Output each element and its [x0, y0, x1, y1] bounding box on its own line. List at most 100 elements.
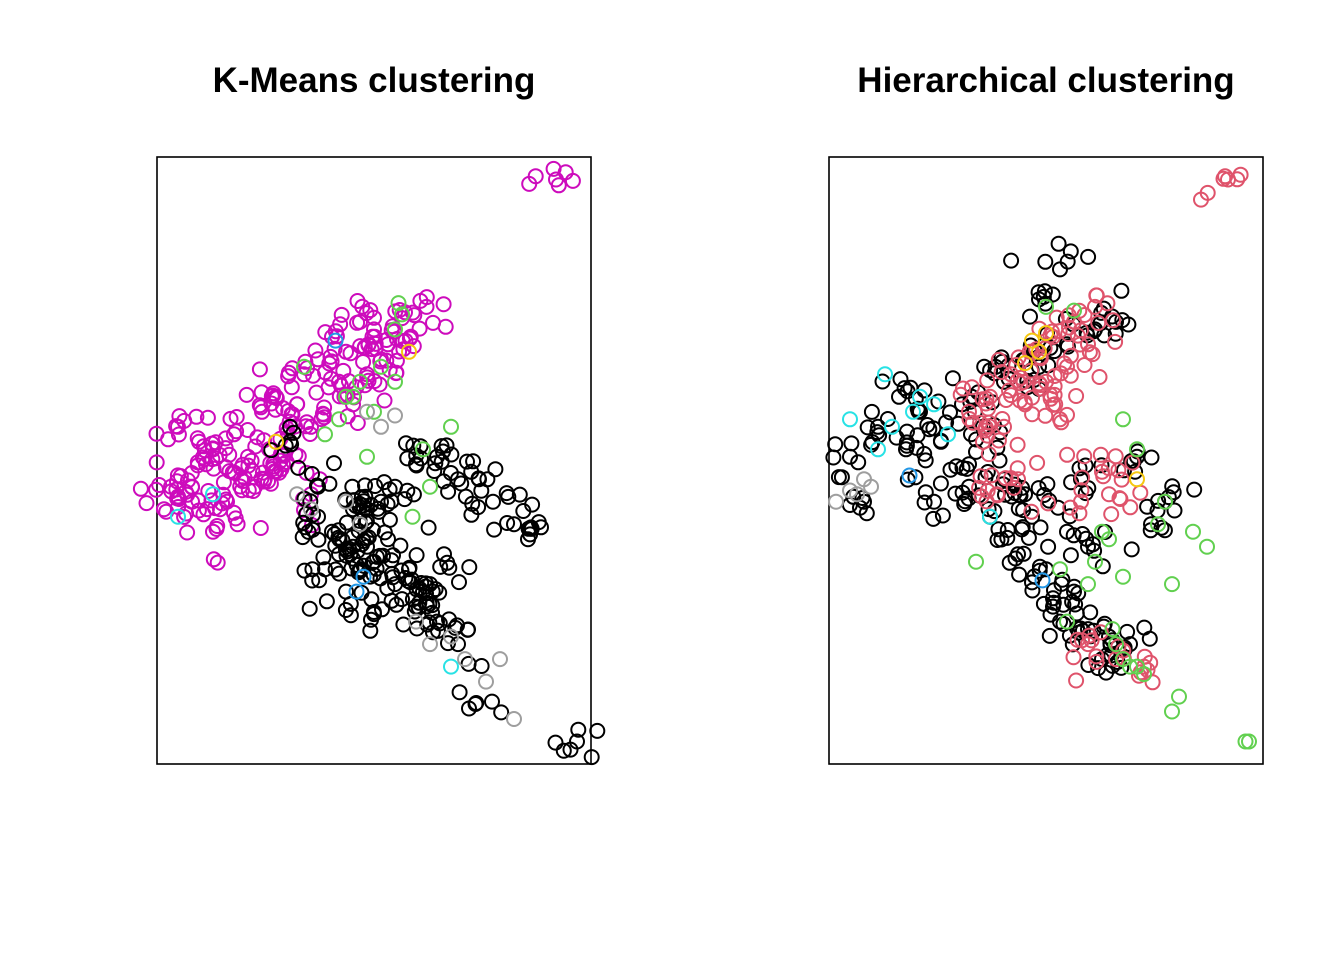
hierarchical-cluster-black-point	[991, 452, 1008, 469]
kmeans-cluster-magenta-point	[280, 368, 297, 385]
hierarchical-cluster-black-point	[898, 437, 915, 454]
kmeans-cluster-magenta-point	[252, 520, 269, 536]
kmeans-cluster-black-point	[461, 559, 478, 576]
kmeans-cluster-gray-point	[408, 613, 424, 630]
kmeans-cluster-gray-point	[303, 501, 319, 518]
hierarchical-cluster-blue-point	[1034, 572, 1051, 589]
kmeans-cluster-magenta-point	[170, 499, 187, 515]
hierarchical-cluster-black-point	[1082, 604, 1099, 621]
hierarchical-cluster-red-point	[1107, 333, 1124, 350]
kmeans-cluster-cyan-point	[205, 486, 221, 503]
kmeans-cluster-magenta-point	[307, 342, 324, 359]
kmeans-cluster-magenta-point	[376, 392, 393, 409]
kmeans-cluster-magenta-point	[168, 481, 185, 498]
kmeans-cluster-magenta-point	[179, 524, 196, 541]
kmeans-cluster-magenta-point	[333, 306, 350, 323]
kmeans-cluster-blue	[327, 332, 372, 600]
hierarchical-cluster-green-point	[1150, 516, 1166, 533]
kmeans-cluster-black-point	[486, 521, 503, 538]
kmeans-cluster-magenta-point	[190, 492, 207, 509]
kmeans-cluster-black-point	[440, 483, 457, 500]
kmeans-cluster-magenta-point	[418, 289, 435, 306]
kmeans-cluster-black-point	[363, 611, 379, 628]
kmeans-cluster-black-point	[459, 621, 476, 638]
hierarchical-cluster-black-point	[1123, 541, 1140, 558]
kmeans-cluster-magenta-point	[564, 172, 581, 189]
hierarchical-cluster-red-point	[1217, 168, 1234, 185]
hierarchical-cluster-black-point	[989, 532, 1006, 548]
kmeans-cluster-green-point	[394, 306, 410, 323]
hierarchical-cluster-red-point	[1099, 295, 1116, 312]
kmeans-cluster-magenta-point	[335, 362, 352, 379]
kmeans-cluster-magenta-point	[256, 470, 273, 487]
kmeans-cluster-black-point	[498, 485, 515, 502]
kmeans-cluster-magenta-point	[252, 399, 269, 416]
kmeans-cluster-magenta-point	[367, 335, 384, 352]
hierarchical-cluster-black-point	[1093, 457, 1110, 474]
kmeans-cluster-gray-point	[387, 407, 403, 424]
hierarchical-cluster-black-point	[891, 388, 907, 405]
kmeans-cluster-black-point	[331, 565, 348, 582]
hierarchical-cluster-cyan-point	[870, 441, 886, 458]
kmeans-cluster-black-point	[459, 453, 475, 470]
hierarchical-cluster-cyan-point	[940, 426, 956, 443]
hierarchical-cluster-black-point	[1030, 480, 1047, 497]
kmeans-cluster-magenta-point	[305, 367, 322, 384]
hierarchical-cluster-black-point	[1113, 282, 1130, 299]
hierarchical-cluster-black-point	[917, 452, 934, 469]
hierarchical-cluster-black-point	[1084, 536, 1101, 553]
kmeans-cluster-magenta-point	[437, 318, 454, 335]
kmeans-cluster-blue-point	[327, 332, 344, 349]
hierarchical-cluster-black-point	[1062, 243, 1079, 260]
hierarchical-cluster-red-point	[1072, 322, 1089, 339]
kmeans-cluster-gray-point	[352, 516, 368, 533]
hierarchical-cluster-black-point	[1037, 253, 1054, 270]
hierarchical-cluster-black-point	[954, 459, 971, 476]
hierarchical-cluster-black-point	[963, 426, 979, 443]
kmeans-cluster-black-point	[433, 453, 450, 470]
hierarchical-cluster-black-point	[909, 427, 926, 444]
kmeans-cluster-magenta-point	[151, 477, 168, 493]
hierarchical-cluster-cyan-point	[884, 418, 900, 435]
kmeans-cluster-black-point	[447, 619, 464, 636]
hierarchical-cluster-black-point	[1059, 253, 1076, 270]
hierarchical-cluster-cyan-point	[905, 403, 921, 420]
kmeans-cluster-green-point	[317, 426, 333, 443]
kmeans-cluster-black-point	[479, 471, 496, 488]
hierarchical-cluster-black-point	[908, 439, 925, 456]
hierarchical-cluster-red-point	[1073, 482, 1090, 499]
hierarchical-cluster-red-point	[961, 403, 977, 420]
kmeans-cluster-magenta-point	[148, 454, 165, 471]
hierarchical-title: Hierarchical clustering	[857, 61, 1234, 100]
hierarchical-cluster-black-point	[1143, 449, 1160, 466]
kmeans-cluster-magenta-point	[214, 495, 231, 512]
kmeans-cluster-green-point	[390, 295, 407, 312]
kmeans-cluster-magenta-point	[233, 471, 249, 488]
kmeans-cluster-black-point	[318, 593, 335, 610]
hierarchical-cluster-red-point	[1003, 387, 1019, 404]
kmeans-cluster-magenta-point	[234, 482, 250, 499]
kmeans-cluster-black-point	[473, 658, 490, 674]
hierarchical-cluster-red-point	[1062, 499, 1079, 516]
hierarchical-cluster-red-point	[1060, 307, 1077, 324]
kmeans-cluster-black-point	[451, 684, 468, 701]
hierarchical-cluster-red-point	[1071, 302, 1088, 319]
hierarchical-cluster-black-point	[874, 373, 891, 390]
hierarchical-cluster-red-point	[1023, 503, 1040, 520]
hierarchical-cluster-black-point	[1153, 519, 1170, 536]
kmeans-cluster-gray	[289, 403, 522, 727]
kmeans-cluster-magenta-point	[388, 365, 405, 382]
hierarchical-cluster-green-point	[1164, 703, 1180, 720]
hierarchical-cluster-black-point	[938, 414, 955, 431]
kmeans-cluster-black-point	[304, 572, 321, 589]
kmeans-cluster-black-point	[432, 558, 449, 575]
hierarchical-cluster-red-point	[1113, 471, 1130, 488]
hierarchical-cluster-black-point	[1164, 478, 1181, 495]
hierarchical-cluster-red	[952, 166, 1249, 691]
hierarchical-cluster-cyan	[842, 366, 998, 525]
kmeans-cluster-black-point	[364, 554, 381, 571]
hierarchical-cluster-black-point	[1050, 235, 1067, 252]
kmeans-cluster-cyan-point	[443, 658, 459, 675]
hierarchical-cluster-red-point	[1110, 462, 1127, 479]
hierarchical-cluster-black-point	[1055, 596, 1072, 613]
